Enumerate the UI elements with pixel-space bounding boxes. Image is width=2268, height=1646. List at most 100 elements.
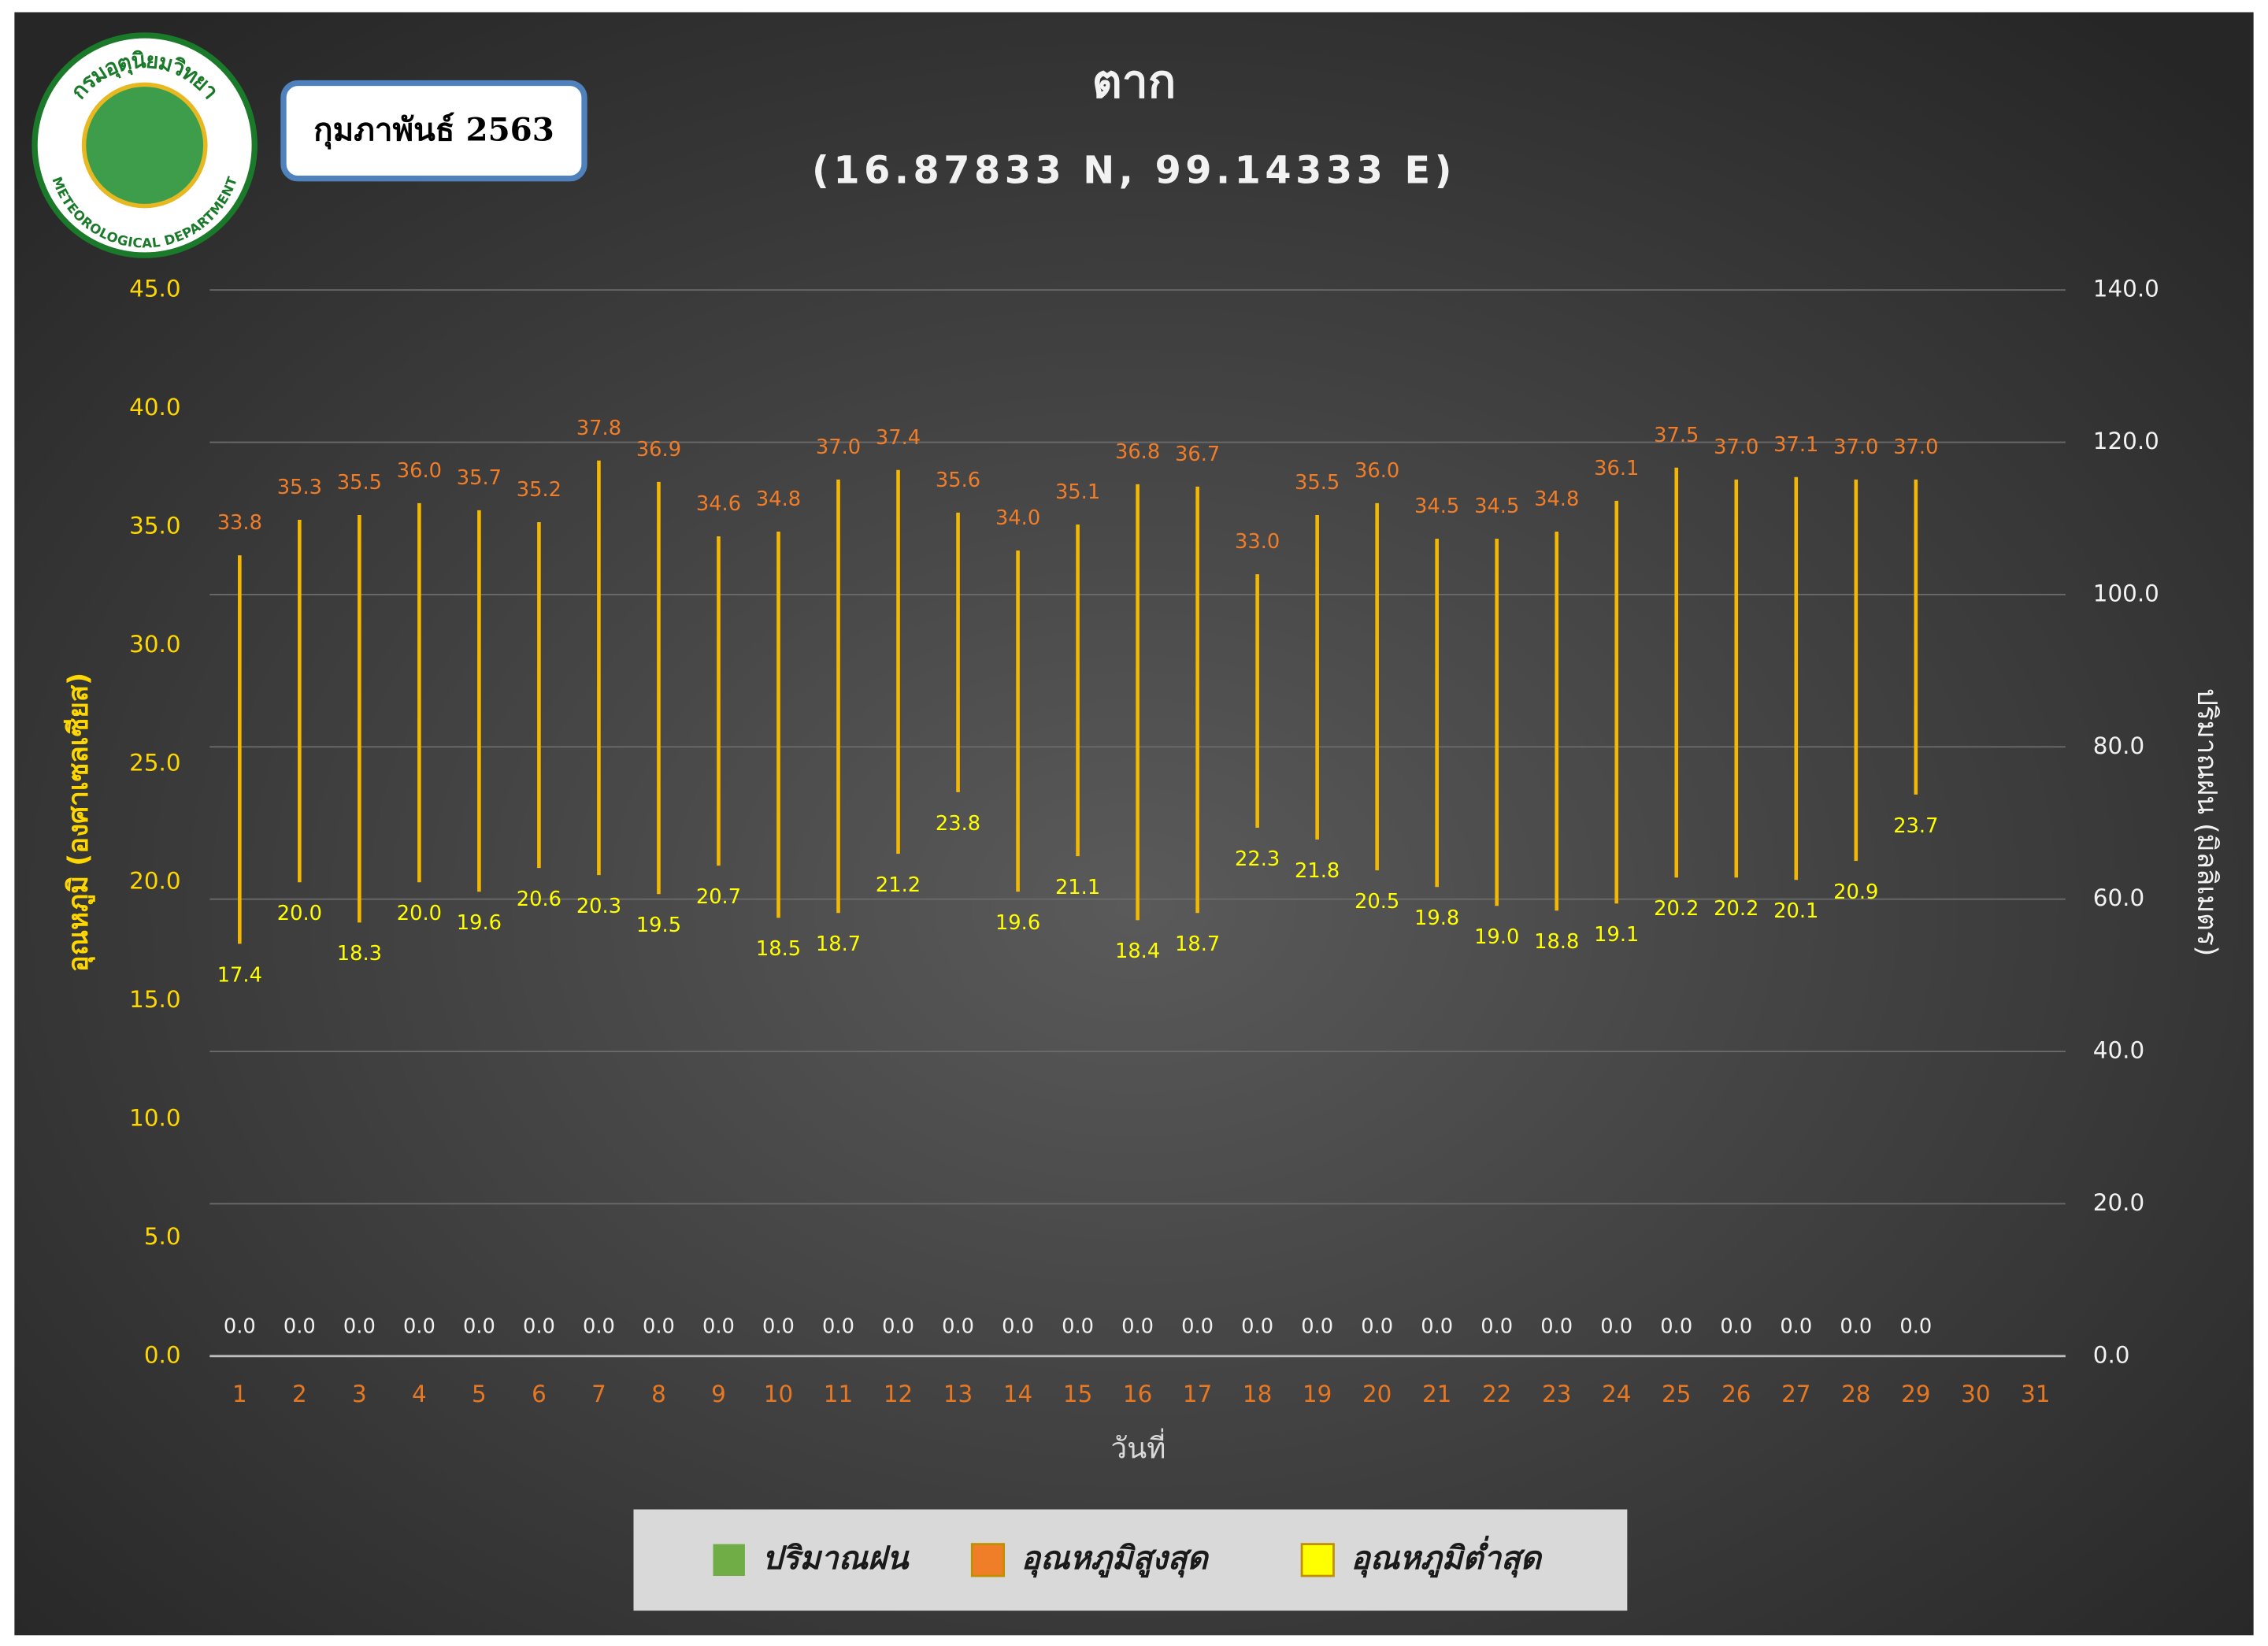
min-label: 20.2 xyxy=(1714,897,1758,921)
max-label: 34.8 xyxy=(1534,487,1579,511)
max-label: 37.0 xyxy=(816,436,861,459)
y2-tick-label: 120.0 xyxy=(2093,428,2159,454)
max-label: 36.8 xyxy=(1115,440,1160,464)
rain-label: 0.0 xyxy=(1540,1315,1573,1339)
max-label: 34.5 xyxy=(1414,495,1459,518)
max-label: 33.8 xyxy=(217,511,262,535)
rain-label: 0.0 xyxy=(1002,1315,1034,1339)
rain-label: 0.0 xyxy=(463,1315,495,1339)
y-tick-label: 40.0 xyxy=(129,394,180,421)
x-tick-label: 28 xyxy=(1841,1381,1870,1407)
x-tick-label: 7 xyxy=(591,1381,606,1407)
x-tick-label: 8 xyxy=(651,1381,666,1407)
legend-swatch xyxy=(713,1544,745,1577)
rain-label: 0.0 xyxy=(822,1315,854,1339)
x-tick-label: 24 xyxy=(1602,1381,1631,1407)
y-tick-label: 45.0 xyxy=(129,276,180,302)
x-tick-label: 2 xyxy=(292,1381,307,1407)
rain-label: 0.0 xyxy=(1181,1315,1214,1339)
x-axis-label: วันที่ xyxy=(1111,1429,1166,1466)
max-label: 37.0 xyxy=(1714,436,1758,459)
rain-label: 0.0 xyxy=(1421,1315,1453,1339)
min-label: 19.8 xyxy=(1414,906,1459,930)
y2-tick-label: 100.0 xyxy=(2093,580,2159,606)
y2-tick-label: 80.0 xyxy=(2093,732,2144,759)
min-label: 20.1 xyxy=(1773,899,1818,923)
min-label: 20.7 xyxy=(696,885,741,909)
y-tick-label: 35.0 xyxy=(129,512,180,539)
y-tick-label: 20.0 xyxy=(129,868,180,895)
legend-swatch xyxy=(1300,1543,1335,1577)
logo: กรมอุตุนิยมวิทยา METEOROLOGICAL DEPARTME… xyxy=(32,32,258,258)
max-label: 36.7 xyxy=(1175,443,1220,466)
x-tick-label: 29 xyxy=(1901,1381,1930,1407)
x-tick-label: 12 xyxy=(884,1381,913,1407)
rain-label: 0.0 xyxy=(762,1315,795,1339)
rain-label: 0.0 xyxy=(1361,1315,1393,1339)
max-label: 34.0 xyxy=(995,506,1040,530)
min-label: 23.8 xyxy=(936,812,980,836)
y2-axis-label: ปริมาณฝน (มิลลิเมตร) xyxy=(2191,688,2222,956)
rain-label: 0.0 xyxy=(284,1315,316,1339)
rain-label: 0.0 xyxy=(1660,1315,1692,1339)
y-tick-label: 30.0 xyxy=(129,631,180,658)
period-text: กุมภาพันธ์ 2563 xyxy=(313,110,554,150)
legend xyxy=(633,1509,1628,1611)
max-label: 35.6 xyxy=(936,469,980,492)
min-label: 20.6 xyxy=(517,888,561,911)
max-label: 36.9 xyxy=(636,438,681,462)
rain-label: 0.0 xyxy=(1780,1315,1812,1339)
x-tick-label: 17 xyxy=(1183,1381,1212,1407)
y2-tick-label: 60.0 xyxy=(2093,884,2144,911)
min-label: 21.8 xyxy=(1295,859,1340,883)
min-label: 18.7 xyxy=(1175,932,1220,956)
max-label: 37.8 xyxy=(576,417,621,440)
legend-label: อุณหภูมิสูงสุด xyxy=(1021,1539,1210,1578)
max-label: 35.7 xyxy=(457,466,502,490)
min-label: 19.5 xyxy=(636,914,681,937)
x-tick-label: 4 xyxy=(412,1381,427,1407)
rain-label: 0.0 xyxy=(942,1315,974,1339)
min-label: 21.2 xyxy=(876,873,921,897)
x-tick-label: 3 xyxy=(352,1381,367,1407)
max-label: 35.5 xyxy=(1295,471,1340,495)
max-label: 36.1 xyxy=(1594,457,1639,480)
rain-label: 0.0 xyxy=(403,1315,435,1339)
x-tick-label: 1 xyxy=(232,1381,247,1407)
x-tick-label: 9 xyxy=(711,1381,726,1407)
x-tick-label: 25 xyxy=(1662,1381,1691,1407)
min-label: 20.0 xyxy=(397,902,442,925)
rain-label: 0.0 xyxy=(1301,1315,1333,1339)
max-label: 37.5 xyxy=(1654,424,1699,447)
y2-tick-label: 40.0 xyxy=(2093,1037,2144,1064)
x-tick-label: 20 xyxy=(1362,1381,1392,1407)
min-label: 20.0 xyxy=(277,902,322,925)
y2-tick-label: 20.0 xyxy=(2093,1189,2144,1216)
x-tick-label: 27 xyxy=(1781,1381,1810,1407)
max-label: 35.1 xyxy=(1055,480,1100,504)
x-tick-label: 18 xyxy=(1243,1381,1272,1407)
x-tick-label: 10 xyxy=(764,1381,793,1407)
min-label: 22.3 xyxy=(1235,847,1280,871)
min-label: 18.3 xyxy=(337,942,382,966)
chart-title: ตาก xyxy=(1092,54,1177,108)
min-label: 17.4 xyxy=(217,963,262,987)
x-tick-label: 15 xyxy=(1063,1381,1092,1407)
x-tick-label: 30 xyxy=(1961,1381,1990,1407)
max-label: 34.6 xyxy=(696,492,741,516)
y-tick-label: 5.0 xyxy=(144,1223,181,1250)
rain-label: 0.0 xyxy=(523,1315,555,1339)
y-tick-label: 10.0 xyxy=(129,1105,180,1132)
max-label: 34.8 xyxy=(756,487,801,511)
x-tick-label: 26 xyxy=(1721,1381,1751,1407)
min-label: 20.5 xyxy=(1354,890,1399,914)
logo-emblem xyxy=(81,82,208,209)
x-tick-label: 11 xyxy=(824,1381,853,1407)
max-label: 34.5 xyxy=(1474,495,1519,518)
min-label: 19.6 xyxy=(995,911,1040,935)
max-label: 35.5 xyxy=(337,471,382,495)
min-label: 19.0 xyxy=(1474,925,1519,949)
min-label: 20.9 xyxy=(1833,880,1878,904)
rain-label: 0.0 xyxy=(702,1315,735,1339)
